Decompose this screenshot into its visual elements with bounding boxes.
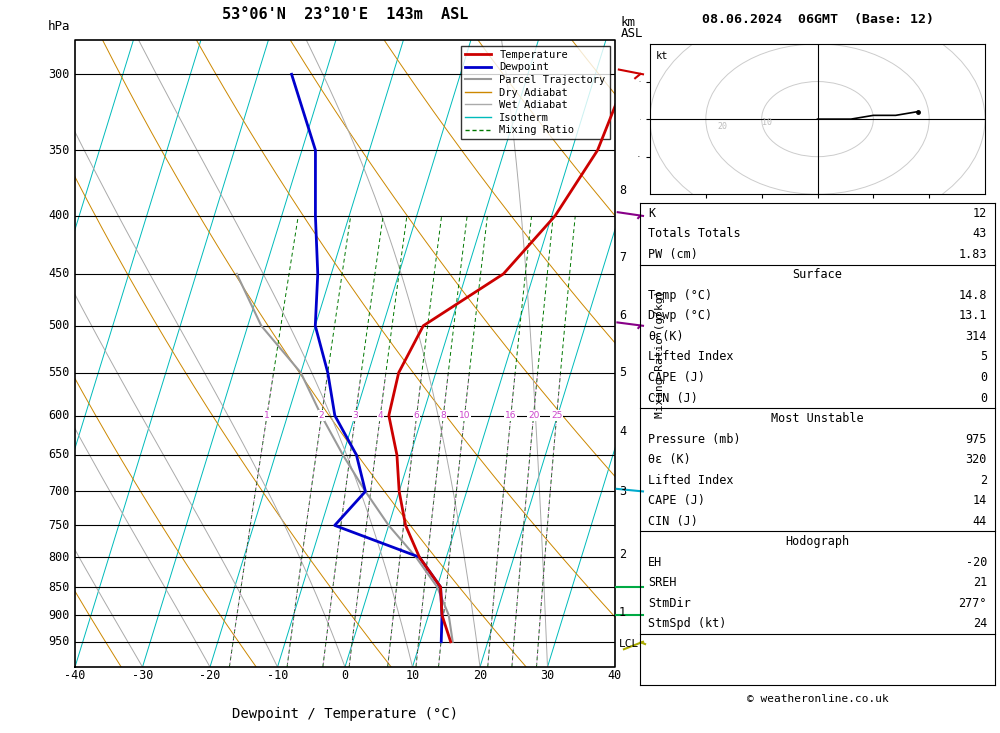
Text: 450: 450 [49,268,70,281]
Text: 24: 24 [973,617,987,630]
Text: Temp (°C): Temp (°C) [648,289,712,302]
Text: Totals Totals: Totals Totals [648,227,741,240]
Text: Dewpoint / Temperature (°C): Dewpoint / Temperature (°C) [232,707,458,721]
Text: 44: 44 [973,515,987,528]
Text: 21: 21 [973,576,987,589]
Text: 20: 20 [473,669,487,682]
Text: 650: 650 [49,449,70,462]
Text: 8: 8 [619,184,626,197]
Text: 1: 1 [264,411,270,420]
Text: CIN (J): CIN (J) [648,515,698,528]
Text: -30: -30 [132,669,153,682]
Text: 5: 5 [619,366,626,379]
Text: 10: 10 [762,118,772,127]
Text: 3: 3 [353,411,358,420]
Text: LCL: LCL [619,639,639,649]
Text: StmDir: StmDir [648,597,691,610]
Text: 850: 850 [49,581,70,594]
Text: 750: 750 [49,519,70,532]
Text: Pressure (mb): Pressure (mb) [648,432,741,446]
Text: 277°: 277° [958,597,987,610]
Text: 800: 800 [49,550,70,564]
Text: 900: 900 [49,608,70,622]
Text: EH: EH [648,556,662,569]
Text: 320: 320 [966,453,987,466]
Text: 7: 7 [619,251,626,264]
Text: -20: -20 [199,669,221,682]
Text: 400: 400 [49,210,70,222]
Text: 43: 43 [973,227,987,240]
Text: Dewp (°C): Dewp (°C) [648,309,712,323]
Text: -40: -40 [64,669,86,682]
Text: 20: 20 [718,122,728,130]
Text: 0: 0 [341,669,349,682]
Text: 20: 20 [528,411,539,420]
Text: 25: 25 [551,411,562,420]
Legend: Temperature, Dewpoint, Parcel Trajectory, Dry Adiabat, Wet Adiabat, Isotherm, Mi: Temperature, Dewpoint, Parcel Trajectory… [461,45,610,139]
Text: 08.06.2024  06GMT  (Base: 12): 08.06.2024 06GMT (Base: 12) [702,12,934,26]
Text: 6: 6 [619,309,626,323]
Text: kt: kt [656,51,668,62]
Text: 14.8: 14.8 [958,289,987,302]
Text: 4: 4 [378,411,383,420]
Text: 4: 4 [619,425,626,438]
Text: 6: 6 [414,411,420,420]
Text: ASL: ASL [621,26,644,40]
Text: 500: 500 [49,320,70,332]
Text: 700: 700 [49,485,70,498]
Text: © weatheronline.co.uk: © weatheronline.co.uk [747,693,888,704]
Text: CAPE (J): CAPE (J) [648,371,705,384]
Text: K: K [648,207,655,220]
Text: hPa: hPa [47,20,70,33]
Text: Mixing Ratio (g/kg): Mixing Ratio (g/kg) [655,290,665,418]
Text: 5: 5 [980,350,987,364]
Text: -10: -10 [267,669,288,682]
Text: 550: 550 [49,366,70,379]
Text: 350: 350 [49,144,70,157]
Text: 300: 300 [49,67,70,81]
Text: km: km [621,16,636,29]
Text: 8: 8 [440,411,446,420]
Text: 2: 2 [319,411,324,420]
Text: 30: 30 [540,669,555,682]
Text: CIN (J): CIN (J) [648,391,698,405]
Text: Most Unstable: Most Unstable [771,412,864,425]
Text: 0: 0 [980,371,987,384]
Text: 13.1: 13.1 [958,309,987,323]
Text: 0: 0 [980,391,987,405]
Text: 2: 2 [619,548,626,561]
Text: 10: 10 [405,669,420,682]
Text: Lifted Index: Lifted Index [648,474,734,487]
Text: 40: 40 [608,669,622,682]
Text: 53°06'N  23°10'E  143m  ASL: 53°06'N 23°10'E 143m ASL [222,7,468,22]
Text: StmSpd (kt): StmSpd (kt) [648,617,726,630]
Text: 1.83: 1.83 [958,248,987,261]
Text: 600: 600 [49,409,70,422]
Text: -20: -20 [966,556,987,569]
Text: 975: 975 [966,432,987,446]
Text: CAPE (J): CAPE (J) [648,494,705,507]
Text: PW (cm): PW (cm) [648,248,698,261]
Text: 12: 12 [973,207,987,220]
Text: 314: 314 [966,330,987,343]
Text: Lifted Index: Lifted Index [648,350,734,364]
Text: 950: 950 [49,636,70,648]
Text: 10: 10 [459,411,470,420]
Text: SREH: SREH [648,576,676,589]
Text: θε(K): θε(K) [648,330,684,343]
Text: 16: 16 [505,411,517,420]
Text: Surface: Surface [793,268,842,281]
Text: 14: 14 [973,494,987,507]
Text: Hodograph: Hodograph [785,535,850,548]
Text: 1: 1 [619,606,626,619]
Text: 3: 3 [619,485,626,498]
Text: θε (K): θε (K) [648,453,691,466]
Text: 2: 2 [980,474,987,487]
